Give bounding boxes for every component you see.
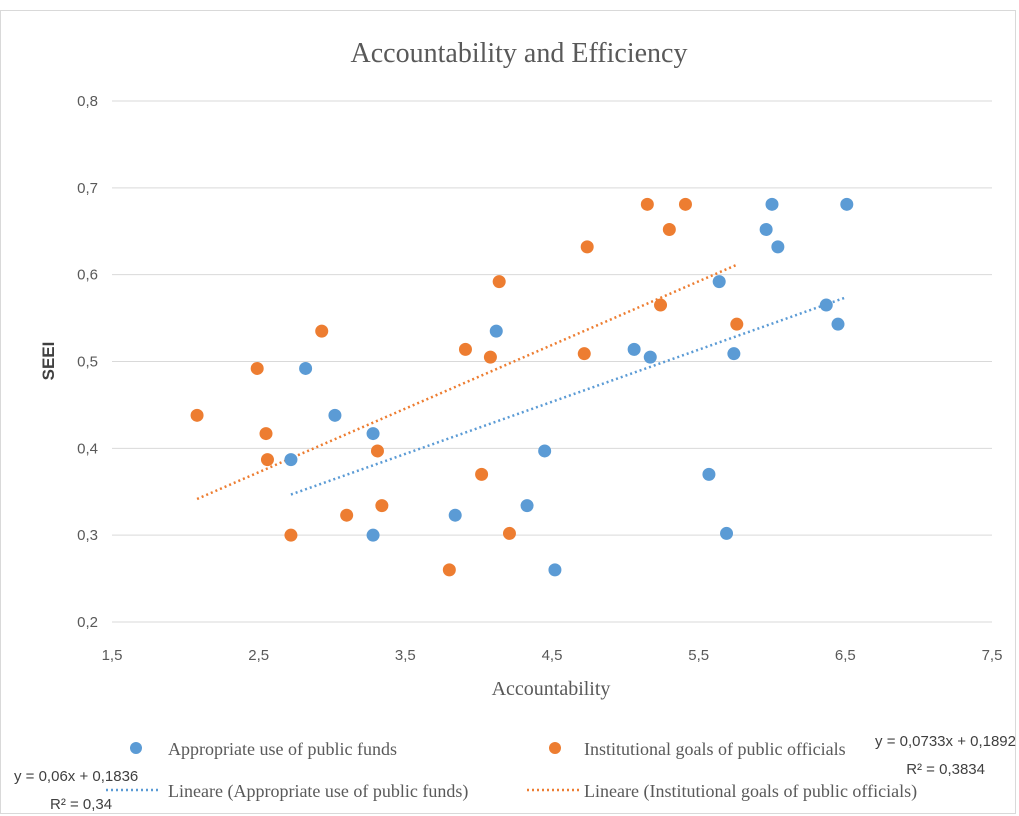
data-point-series-1: [502, 526, 516, 540]
chart-frame: [0, 10, 1016, 814]
x-tick-label: 4,5: [542, 647, 563, 664]
y-tick-label: 0,8: [77, 93, 98, 110]
data-point-series-0: [489, 324, 503, 338]
data-point-series-0: [627, 342, 641, 356]
data-point-series-0: [548, 563, 562, 577]
data-point-series-1: [654, 298, 668, 312]
legend-marker-appropriate-funds: [130, 742, 142, 754]
data-point-series-1: [250, 361, 264, 375]
data-point-series-0: [366, 427, 380, 441]
gridlines: [112, 100, 992, 623]
data-point-series-1: [730, 317, 744, 331]
trendline-0: [290, 295, 848, 496]
x-tick-label: 5,5: [688, 647, 709, 664]
data-point-series-1: [662, 223, 676, 237]
data-point-series-1: [640, 197, 654, 211]
data-point-series-0: [765, 197, 779, 211]
data-point-series-0: [520, 499, 534, 513]
data-point-series-0: [819, 298, 833, 312]
data-point-series-0: [643, 350, 657, 364]
y-tick-label: 0,5: [77, 354, 98, 371]
data-point-series-1: [678, 197, 692, 211]
data-point-series-1: [315, 324, 329, 338]
data-point-series-0: [702, 467, 716, 481]
trend-equation-appropriate-funds: y = 0,06x + 0,1836 R² = 0,34: [14, 768, 138, 813]
data-point-series-0: [831, 317, 845, 331]
data-point-series-1: [340, 508, 354, 522]
data-point-series-1: [259, 427, 273, 441]
data-point-series-1: [442, 563, 456, 577]
legend-label-trend-institutional-goals: Lineare (Institutional goals of public o…: [584, 781, 917, 802]
y-tick-label: 0,4: [77, 440, 98, 457]
data-point-series-0: [299, 361, 313, 375]
trendlines: [196, 263, 848, 501]
legend-label-trend-appropriate-funds: Lineare (Appropriate use of public funds…: [168, 781, 468, 802]
trendline-1: [196, 263, 738, 501]
x-tick-label: 6,5: [835, 647, 856, 664]
data-point-series-1: [370, 444, 384, 458]
legend-marker-institutional-goals: [549, 742, 561, 754]
data-point-series-0: [538, 444, 552, 458]
data-point-series-0: [366, 528, 380, 542]
chart-title: Accountability and Efficiency: [351, 38, 688, 69]
y-tick-label: 0,7: [77, 180, 98, 197]
data-point-series-0: [720, 526, 734, 540]
data-point-series-1: [475, 467, 489, 481]
data-point-series-1: [577, 347, 591, 361]
y-axis-ticks: 0,2 0,3 0,4 0,5 0,6 0,7 0,8: [77, 93, 98, 631]
trend-r2-text: R² = 0,34: [50, 796, 112, 813]
trend-equation-institutional-goals: y = 0,0733x + 0,1892 R² = 0,3834: [875, 733, 1016, 778]
y-tick-label: 0,6: [77, 267, 98, 284]
y-tick-label: 0,3: [77, 527, 98, 544]
x-tick-label: 1,5: [102, 647, 123, 664]
legend-label-institutional-goals: Institutional goals of public officials: [584, 739, 846, 759]
data-point-series-1: [375, 499, 389, 513]
y-tick-label: 0,2: [77, 614, 98, 631]
x-tick-label: 2,5: [248, 647, 269, 664]
data-point-series-0: [448, 508, 462, 522]
data-point-series-0: [840, 197, 854, 211]
x-tick-label: 7,5: [982, 647, 1003, 664]
data-point-series-1: [260, 453, 274, 467]
data-point-series-0: [712, 275, 726, 289]
data-point-series-1: [580, 240, 594, 254]
data-points: [190, 197, 854, 577]
x-axis-ticks: 1,5 2,5 3,5 4,5 5,5 6,5 7,5: [102, 647, 1003, 664]
data-point-series-0: [771, 240, 785, 254]
y-axis-title: SEEI: [39, 342, 58, 381]
data-point-series-1: [492, 275, 506, 289]
data-point-series-1: [483, 350, 497, 364]
trend-equation-text: y = 0,0733x + 0,1892: [875, 733, 1016, 750]
data-point-series-1: [284, 528, 298, 542]
data-point-series-0: [328, 408, 342, 422]
x-tick-label: 3,5: [395, 647, 416, 664]
data-point-series-0: [727, 347, 741, 361]
legend-label-appropriate-funds: Appropriate use of public funds: [168, 739, 397, 759]
x-axis-title: Accountability: [492, 678, 611, 700]
data-point-series-1: [458, 342, 472, 356]
legend: Appropriate use of public funds Institut…: [106, 739, 917, 802]
data-point-series-0: [759, 223, 773, 237]
trend-equation-text: y = 0,06x + 0,1836: [14, 768, 138, 785]
trend-r2-text: R² = 0,3834: [906, 761, 985, 778]
data-point-series-0: [284, 453, 298, 467]
data-point-series-1: [190, 408, 204, 422]
